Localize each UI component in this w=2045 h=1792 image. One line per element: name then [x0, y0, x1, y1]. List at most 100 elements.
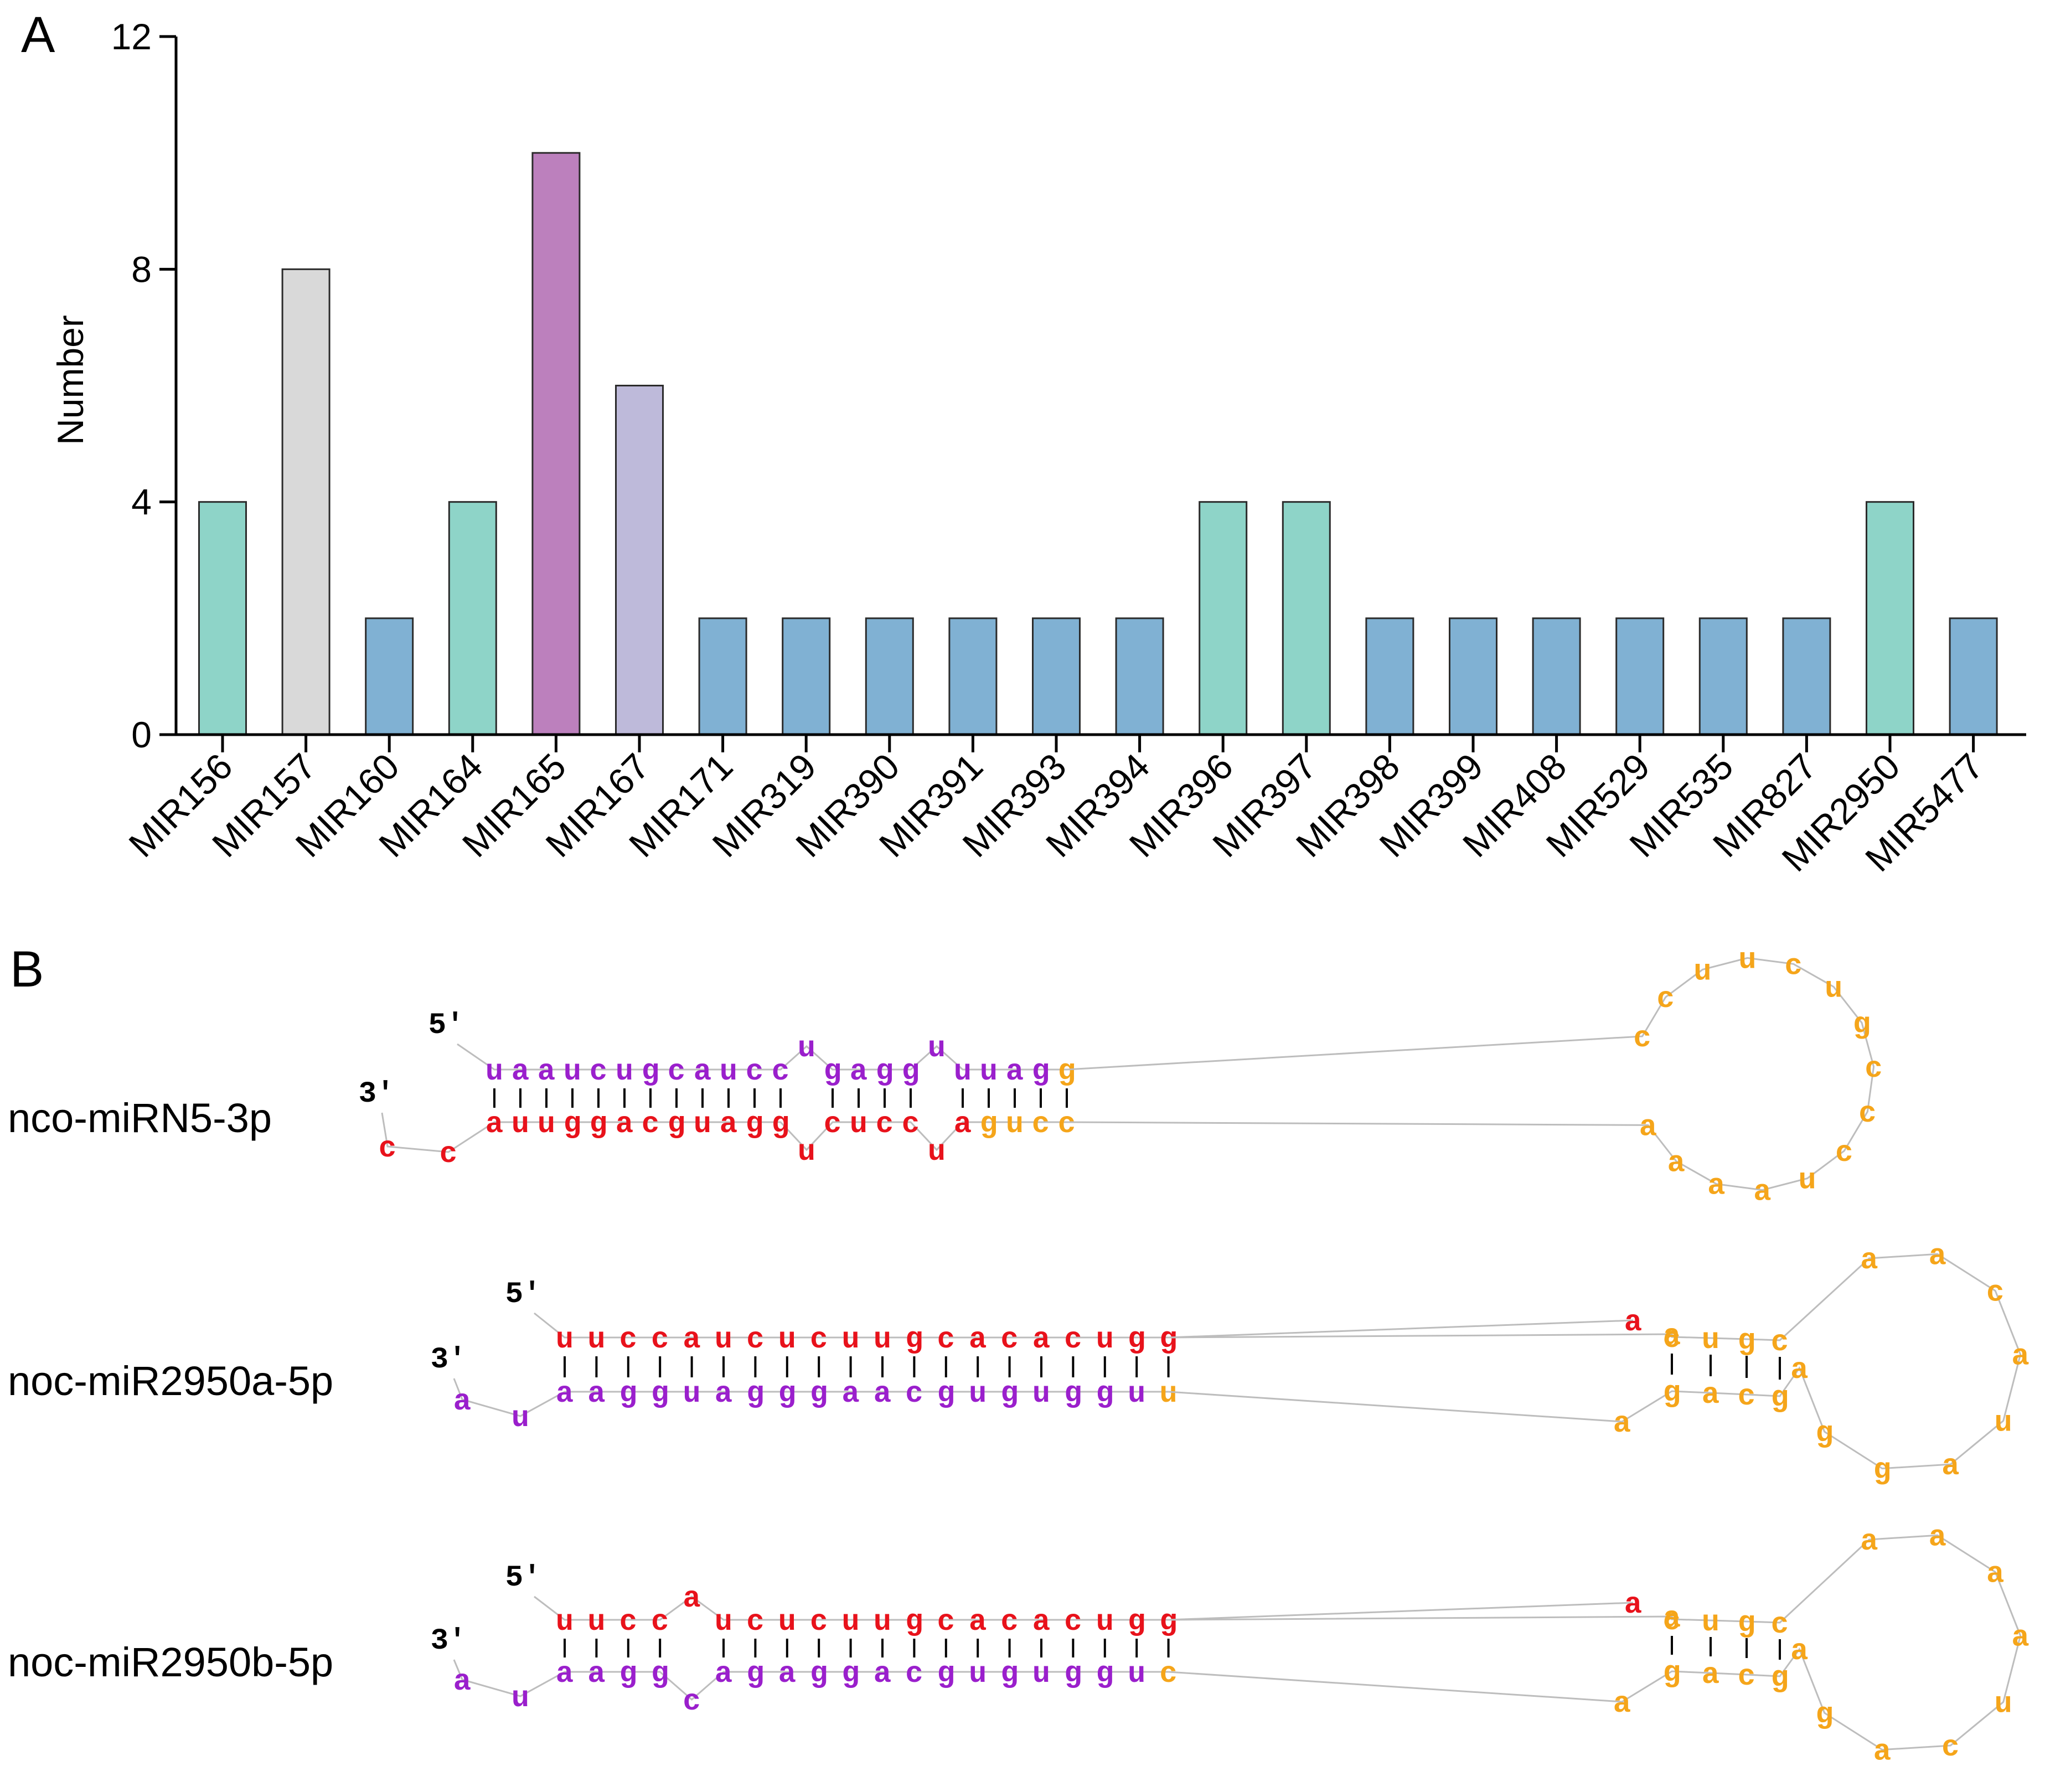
nucleotide: c: [746, 1605, 764, 1639]
bar-mir167: [615, 385, 664, 736]
nucleotide: g: [1064, 1657, 1082, 1691]
nucleotide: a: [969, 1605, 987, 1639]
nucleotide: a: [1624, 1588, 1642, 1622]
nucleotide: a: [587, 1377, 605, 1411]
nucleotide: g: [1815, 1698, 1833, 1732]
nucleotide: u: [1032, 1377, 1050, 1411]
bar-mir393: [1032, 617, 1081, 736]
nucleotide: a: [1006, 1055, 1024, 1089]
five-prime-label: 5': [505, 1561, 541, 1595]
nucleotide: g: [1771, 1382, 1789, 1416]
nucleotide: c: [1941, 1731, 1959, 1765]
nucleotide: u: [715, 1323, 732, 1357]
bar-mir391: [948, 617, 998, 736]
nucleotide: u: [587, 1605, 605, 1639]
nucleotide: u: [874, 1605, 891, 1639]
nucleotide: u: [1006, 1108, 1024, 1142]
nucleotide: g: [1738, 1325, 1755, 1359]
nucleotide: a: [2011, 1621, 2029, 1655]
nucleotide: g: [905, 1323, 923, 1357]
nucleotide: a: [1707, 1170, 1725, 1204]
nucleotide: g: [905, 1605, 923, 1639]
nucleotide: u: [694, 1108, 711, 1142]
nucleotide: a: [1941, 1450, 1959, 1484]
nucleotide: g: [1663, 1377, 1681, 1411]
nucleotide: a: [1860, 1244, 1878, 1278]
nucleotide: c: [1064, 1323, 1082, 1357]
nucleotide: c: [1986, 1277, 2004, 1310]
bars: [198, 152, 1998, 736]
rna-structures: nco-miRN5-3pu a a u c u g c a u c cug a g guu u a g ga u u g g…: [8, 943, 2029, 1769]
bar-mir165: [531, 152, 581, 736]
nucleotide: c: [772, 1055, 789, 1089]
nucleotide: a: [1613, 1687, 1631, 1721]
nucleotide: a: [1639, 1111, 1657, 1144]
panel-a-label: A: [21, 7, 55, 63]
nucleotide: g: [1853, 1009, 1871, 1042]
y-tick-label: 0: [131, 714, 152, 755]
x-ticks: MIR156MIR157MIR160MIR164MIR165MIR167MIR1…: [121, 735, 1991, 879]
nucleotide: u: [1798, 1164, 1816, 1198]
nucleotide: c: [937, 1605, 955, 1639]
nucleotide: g: [1738, 1607, 1755, 1641]
nucleotide: u: [1693, 955, 1711, 989]
nucleotide: u: [587, 1323, 605, 1357]
nucleotide: g: [746, 1657, 764, 1691]
nucleotide: u: [778, 1323, 796, 1357]
nucleotide: u: [616, 1055, 633, 1089]
nucleotide: u: [1738, 943, 1756, 977]
nucleotide: u: [1128, 1377, 1145, 1411]
three-prime-label: 3': [359, 1077, 395, 1111]
nucleotide: c: [642, 1108, 659, 1142]
three-prime-label: 3': [431, 1624, 467, 1658]
nucleotide: u: [683, 1377, 700, 1411]
panel-b-label: B: [10, 941, 44, 998]
bar-mir157: [281, 268, 330, 736]
nucleotide: c: [810, 1605, 828, 1639]
nucleotide: g: [841, 1657, 859, 1691]
nucleotide: a: [453, 1385, 471, 1419]
nucleotide: c: [668, 1055, 685, 1089]
nucleotide: g: [619, 1377, 637, 1411]
structure-nco-miRN5-3p: nco-miRN5-3pu a a u c u g c a u c cug a g guu u a g ga u u g g…: [8, 943, 1883, 1209]
nucleotide: u: [1825, 972, 1842, 1006]
nucleotide: c: [1835, 1137, 1853, 1170]
nucleotide: a: [1032, 1323, 1050, 1357]
nucleotide: c: [1000, 1323, 1018, 1357]
nucleotide: a: [1667, 1147, 1685, 1181]
nucleotide: c: [619, 1323, 637, 1357]
nucleotide: g: [1128, 1605, 1145, 1639]
nucleotide: c: [1738, 1380, 1755, 1414]
nucleotide: g: [590, 1108, 607, 1142]
nucleotide: a: [683, 1323, 700, 1357]
nucleotide: u: [980, 1055, 998, 1089]
nucleotide: u: [1032, 1657, 1050, 1691]
nucleotide: a: [715, 1657, 732, 1691]
nucleotide: a: [486, 1108, 503, 1142]
backbone: [381, 1112, 1067, 1153]
bar-mir535: [1698, 617, 1748, 736]
nucleotide: g: [810, 1657, 828, 1691]
nucleotide: g: [1096, 1377, 1114, 1411]
nucleotide: g: [1000, 1657, 1018, 1691]
backbone: [534, 1312, 1169, 1339]
nucleotide: c: [1865, 1052, 1882, 1086]
nucleotide: u: [850, 1108, 867, 1142]
nucleotide: g: [746, 1108, 763, 1142]
structure-name: nco-miRN5-3p: [8, 1095, 272, 1141]
nucleotide: c: [937, 1323, 955, 1357]
nucleotide: a: [1613, 1407, 1631, 1441]
nucleotide: a: [1790, 1635, 1808, 1669]
three-prime-label: 3': [431, 1343, 467, 1377]
nucleotide: c: [1663, 1323, 1681, 1356]
nucleotide: a: [1624, 1306, 1642, 1340]
bar-mir2950: [1866, 501, 1914, 736]
nucleotide: a: [1929, 1521, 1946, 1555]
nucleotide: c: [683, 1685, 700, 1719]
nucleotide: u: [1995, 1687, 2012, 1721]
nucleotide: u: [874, 1323, 891, 1357]
nucleotide: c: [619, 1605, 637, 1639]
nucleotide: c: [1000, 1605, 1018, 1639]
nucleotide: a: [1753, 1176, 1771, 1210]
nucleotide: a: [1663, 1602, 1681, 1636]
